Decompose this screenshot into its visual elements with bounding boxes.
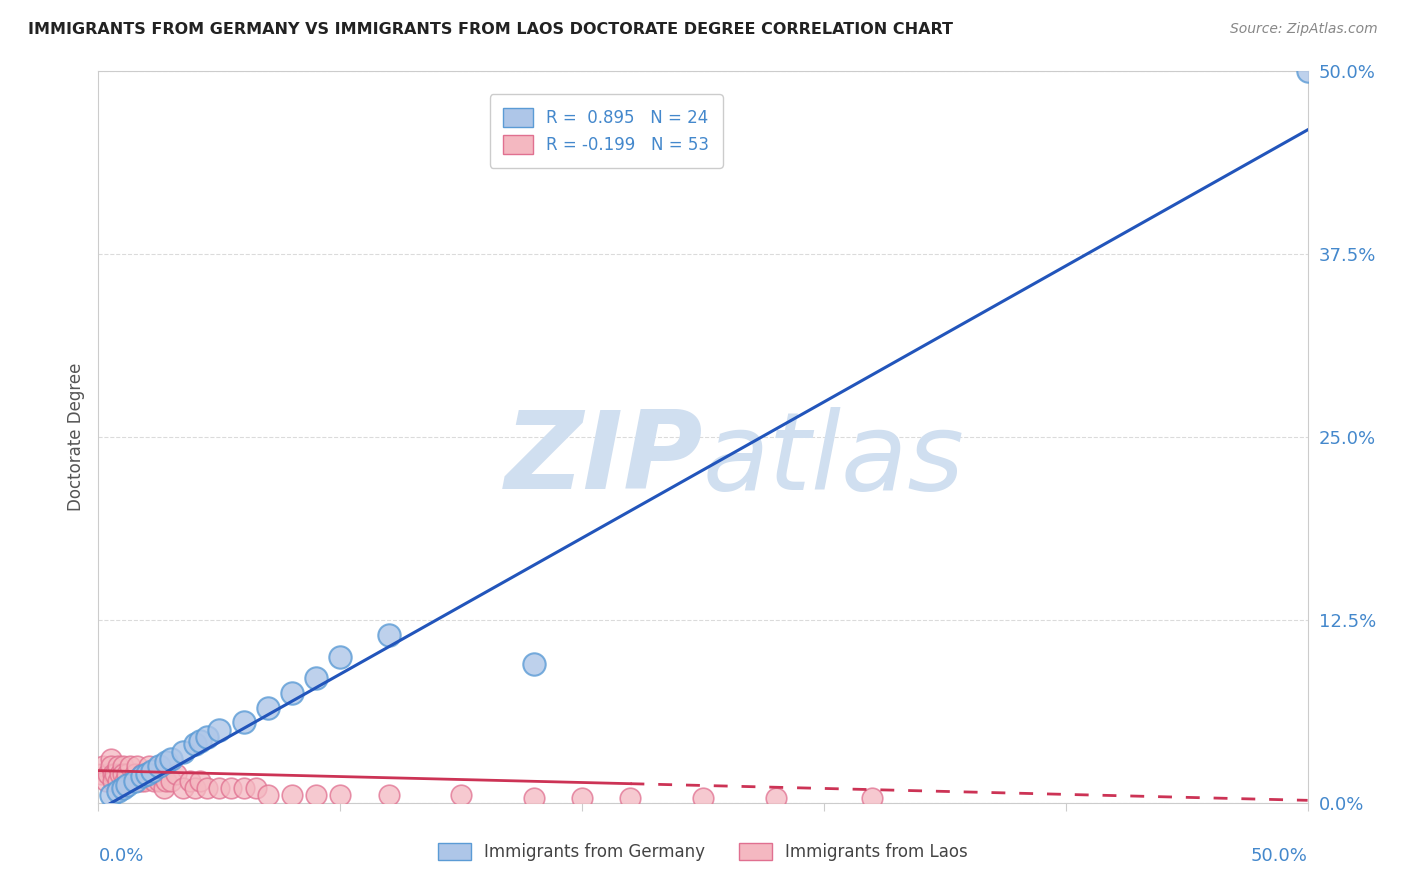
- Point: [111, 781, 134, 796]
- Point: [305, 672, 328, 686]
- Point: [111, 766, 134, 780]
- Point: [141, 766, 163, 780]
- Point: [860, 791, 883, 805]
- Point: [245, 781, 267, 796]
- Point: [692, 791, 714, 805]
- Point: [329, 789, 352, 803]
- Point: [104, 766, 127, 780]
- Point: [101, 773, 124, 788]
- Point: [101, 766, 124, 780]
- Point: [377, 789, 399, 803]
- Point: [160, 752, 183, 766]
- Legend: Immigrants from Germany, Immigrants from Laos: Immigrants from Germany, Immigrants from…: [432, 836, 974, 868]
- Point: [114, 773, 136, 788]
- Point: [107, 759, 129, 773]
- Point: [131, 766, 153, 780]
- Text: 50.0%: 50.0%: [1251, 847, 1308, 864]
- Point: [135, 766, 157, 780]
- Point: [305, 789, 328, 803]
- Point: [148, 759, 170, 773]
- Point: [148, 773, 170, 788]
- Point: [117, 766, 139, 780]
- Point: [221, 781, 243, 796]
- Point: [281, 789, 304, 803]
- Point: [256, 700, 278, 714]
- Point: [523, 791, 546, 805]
- Point: [188, 734, 211, 748]
- Point: [329, 649, 352, 664]
- Point: [108, 766, 131, 780]
- Point: [155, 755, 177, 769]
- Point: [91, 759, 114, 773]
- Point: [172, 781, 194, 796]
- Point: [100, 759, 122, 773]
- Text: 0.0%: 0.0%: [98, 847, 143, 864]
- Point: [152, 781, 174, 796]
- Text: Source: ZipAtlas.com: Source: ZipAtlas.com: [1230, 22, 1378, 37]
- Point: [188, 773, 211, 788]
- Point: [134, 773, 156, 788]
- Point: [172, 745, 194, 759]
- Point: [141, 764, 163, 778]
- Text: IMMIGRANTS FROM GERMANY VS IMMIGRANTS FROM LAOS DOCTORATE DEGREE CORRELATION CHA: IMMIGRANTS FROM GERMANY VS IMMIGRANTS FR…: [28, 22, 953, 37]
- Point: [523, 657, 546, 671]
- Point: [165, 766, 187, 780]
- Point: [118, 759, 141, 773]
- Point: [179, 773, 201, 788]
- Point: [124, 773, 146, 788]
- Point: [256, 789, 278, 803]
- Point: [124, 766, 146, 780]
- Point: [90, 766, 112, 780]
- Text: atlas: atlas: [703, 407, 965, 511]
- Point: [138, 759, 160, 773]
- Point: [160, 773, 183, 788]
- Point: [195, 730, 218, 744]
- Point: [184, 737, 207, 751]
- Point: [377, 627, 399, 641]
- Point: [1296, 64, 1319, 78]
- Point: [765, 791, 787, 805]
- Point: [135, 766, 157, 780]
- Point: [208, 781, 231, 796]
- Point: [281, 686, 304, 700]
- Text: ZIP: ZIP: [505, 406, 703, 512]
- Point: [155, 773, 177, 788]
- Point: [195, 781, 218, 796]
- Point: [94, 773, 117, 788]
- Point: [232, 715, 254, 730]
- Point: [232, 781, 254, 796]
- Point: [128, 773, 150, 788]
- Y-axis label: Doctorate Degree: Doctorate Degree: [66, 363, 84, 511]
- Point: [107, 773, 129, 788]
- Point: [450, 789, 472, 803]
- Point: [97, 766, 120, 780]
- Point: [619, 791, 641, 805]
- Point: [143, 773, 166, 788]
- Point: [184, 781, 207, 796]
- Point: [208, 723, 231, 737]
- Point: [100, 789, 122, 803]
- Point: [571, 791, 593, 805]
- Point: [131, 769, 153, 783]
- Point: [127, 759, 149, 773]
- Point: [100, 752, 122, 766]
- Point: [107, 784, 129, 798]
- Point: [117, 778, 139, 792]
- Point: [121, 773, 143, 788]
- Point: [111, 759, 134, 773]
